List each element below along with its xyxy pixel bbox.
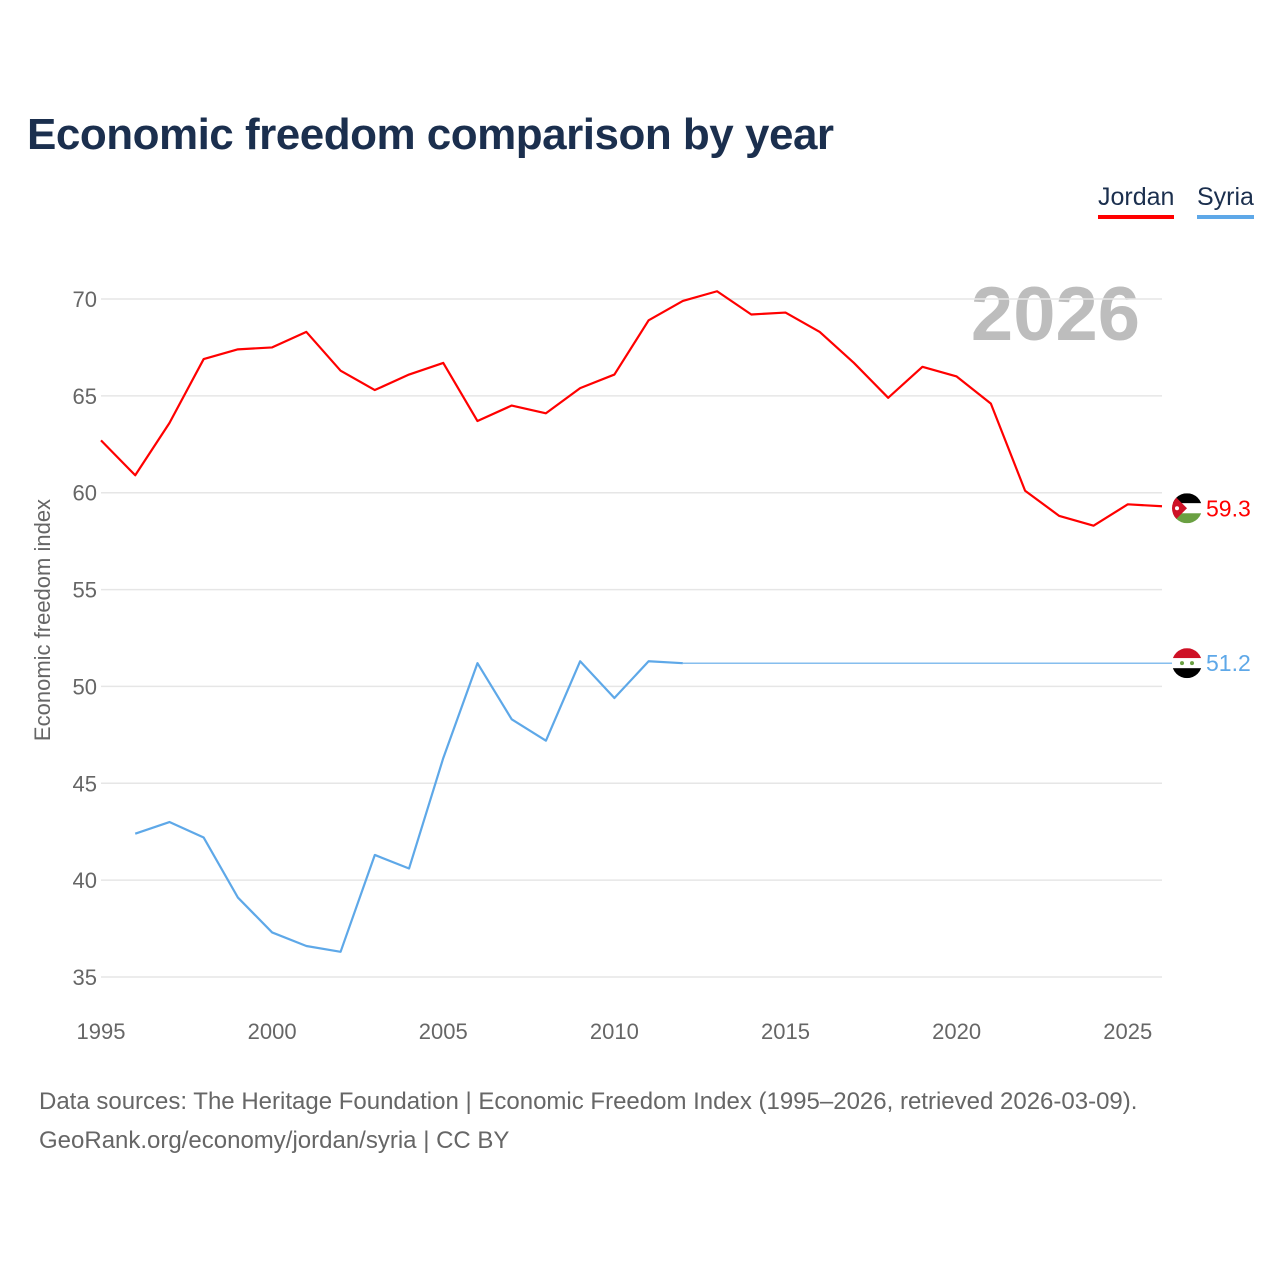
- y-tick-label: 35: [73, 965, 97, 990]
- x-tick-label: 2015: [761, 1019, 810, 1044]
- series-line-jordan: [100, 290, 1163, 527]
- legend-jordan[interactable]: Jordan: [1098, 183, 1175, 219]
- x-tick-label: 2005: [419, 1019, 468, 1044]
- y-tick-label: 50: [73, 674, 97, 699]
- series-line-syria: [134, 660, 683, 953]
- syria-flag-icon: [1172, 648, 1202, 679]
- footer-sources: Data sources: The Heritage Foundation | …: [39, 1088, 1138, 1115]
- jordan-flag-icon: [1172, 493, 1202, 524]
- x-tick-label: 2010: [590, 1019, 639, 1044]
- y-tick-label: 70: [73, 287, 97, 312]
- y-axis-label: Economic freedom index: [30, 499, 55, 741]
- end-label-jordan: 59.3: [1206, 495, 1251, 521]
- x-tick-label: 2025: [1103, 1019, 1152, 1044]
- y-tick-label: 65: [73, 384, 97, 409]
- y-tick-label: 40: [73, 868, 97, 893]
- footer-credit: GeoRank.org/economy/jordan/syria | CC BY: [39, 1127, 510, 1154]
- end-label-syria: 51.2: [1206, 650, 1251, 676]
- x-tick-label: 1995: [77, 1019, 126, 1044]
- chart-title: Economic freedom comparison by year: [27, 110, 834, 159]
- y-tick-label: 55: [73, 578, 97, 603]
- y-tick-label: 45: [73, 771, 97, 796]
- year-watermark: 2026: [971, 272, 1140, 357]
- x-tick-label: 2020: [932, 1019, 981, 1044]
- x-tick-label: 2000: [248, 1019, 297, 1044]
- y-tick-label: 60: [73, 481, 97, 506]
- legend-syria[interactable]: Syria: [1197, 183, 1254, 219]
